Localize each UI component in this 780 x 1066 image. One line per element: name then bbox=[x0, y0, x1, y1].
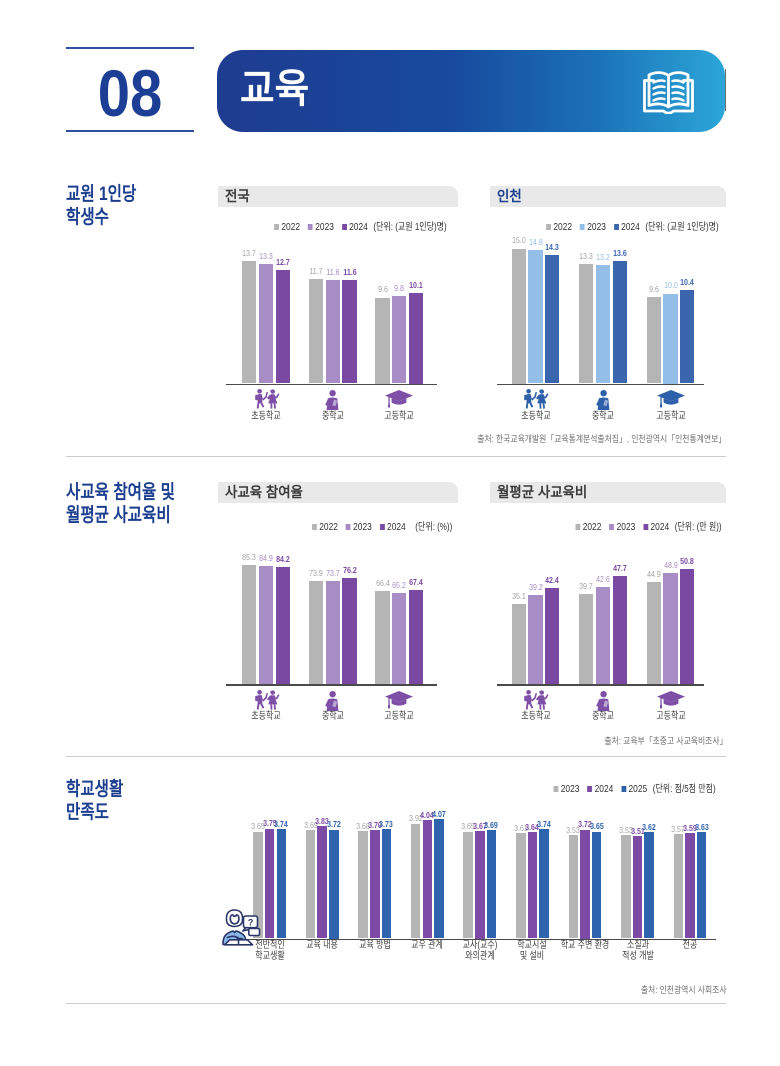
svg-text:?: ? bbox=[248, 917, 254, 927]
